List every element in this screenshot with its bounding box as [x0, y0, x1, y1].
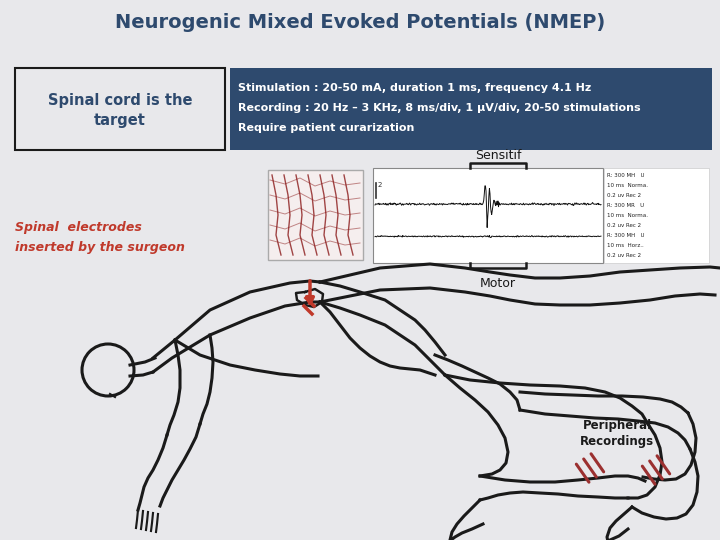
- Bar: [604, 168, 709, 263]
- Text: 10 ms  Norma.: 10 ms Norma.: [607, 213, 648, 218]
- Text: Stimulation : 20-50 mA, duration 1 ms, frequency 4.1 Hz: Stimulation : 20-50 mA, duration 1 ms, f…: [238, 83, 591, 93]
- Text: 0.2 uv Rec 2: 0.2 uv Rec 2: [607, 223, 641, 228]
- Text: Peripheral: Peripheral: [582, 418, 652, 431]
- Text: R: 300 MH   U: R: 300 MH U: [607, 233, 644, 238]
- Text: R: 300 MR   U: R: 300 MR U: [607, 203, 644, 208]
- Text: 0.2 uv Rec 2: 0.2 uv Rec 2: [607, 193, 641, 198]
- Text: Require patient curarization: Require patient curarization: [238, 123, 415, 133]
- Text: 10 ms  Norma.: 10 ms Norma.: [607, 183, 648, 188]
- Text: Spinal  electrodes: Spinal electrodes: [15, 221, 142, 234]
- Text: R: 300 MH   U: R: 300 MH U: [607, 173, 644, 178]
- Text: Sensitif: Sensitif: [474, 149, 521, 162]
- Text: 2: 2: [378, 182, 382, 188]
- Text: Spinal cord is the: Spinal cord is the: [48, 92, 192, 107]
- Text: Recordings: Recordings: [580, 435, 654, 448]
- Text: Motor: Motor: [480, 277, 516, 290]
- Bar: [15, 68, 225, 150]
- Text: 0.2 uv Rec 2: 0.2 uv Rec 2: [607, 253, 641, 258]
- Bar: [268, 170, 363, 260]
- Polygon shape: [296, 289, 323, 307]
- Text: 10 ms  Horz..: 10 ms Horz..: [607, 243, 644, 248]
- Text: Recording : 20 Hz – 3 KHz, 8 ms/div, 1 μV/div, 20-50 stimulations: Recording : 20 Hz – 3 KHz, 8 ms/div, 1 μ…: [238, 103, 641, 113]
- Text: target: target: [94, 112, 146, 127]
- Text: Neurogenic Mixed Evoked Potentials (NMEP): Neurogenic Mixed Evoked Potentials (NMEP…: [115, 12, 605, 31]
- Bar: [373, 168, 603, 263]
- Bar: [12, 210, 212, 262]
- Text: inserted by the surgeon: inserted by the surgeon: [15, 241, 185, 254]
- Bar: [230, 68, 712, 150]
